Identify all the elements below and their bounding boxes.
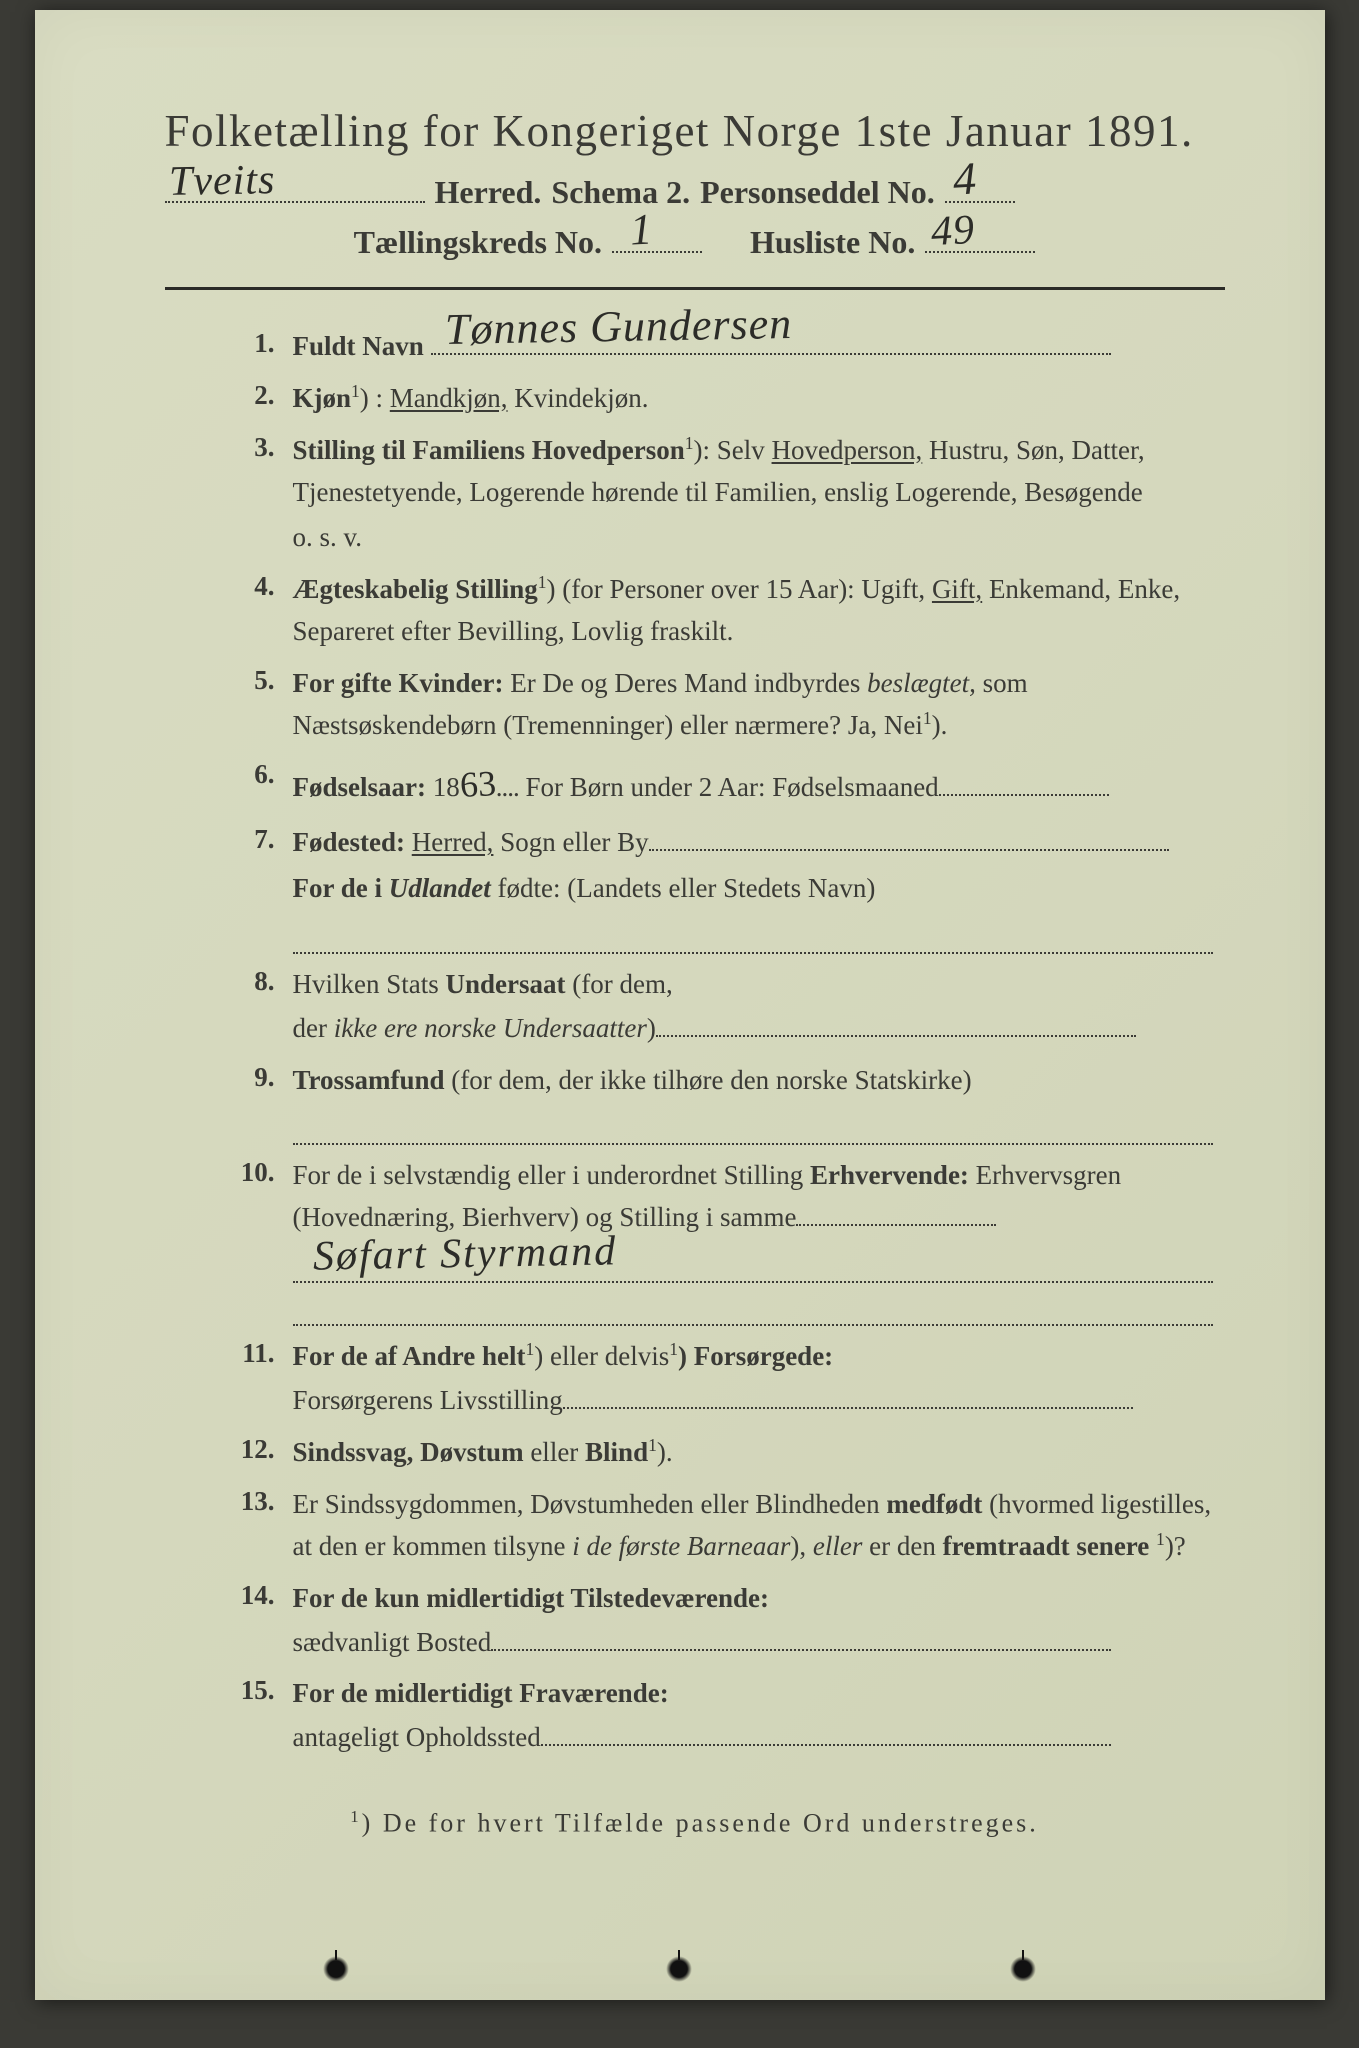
item-num: 5. [225, 663, 275, 696]
item-7: 7. Fødested: Herred, Sogn eller By For d… [225, 822, 1213, 953]
item-5: 5. For gifte Kvinder: Er De og Deres Man… [225, 663, 1213, 747]
item-num: 7. [225, 822, 275, 855]
personseddel-label: Personseddel No. [700, 174, 935, 211]
item-num: 3. [225, 430, 275, 463]
kreds-no: 1 [629, 203, 655, 255]
herred-label: Herred. [435, 174, 542, 211]
hole-icon [323, 1956, 349, 1982]
selected-mandkjon: Mandkjøn, [390, 383, 508, 413]
item-15: 15. For de midlertidigt Fraværende: anta… [225, 1673, 1213, 1759]
husliste-no: 49 [930, 206, 976, 256]
item-label: Trossamfund [293, 1065, 445, 1095]
item-13: 13. Er Sindssygdommen, Døvstumheden elle… [225, 1484, 1213, 1568]
item-9: 9. Trossamfund (for dem, der ikke tilhør… [225, 1060, 1213, 1146]
personseddel-no: 4 [951, 151, 978, 205]
header-line-2: Tveits Herred. Schema 2. Personseddel No… [165, 171, 1225, 211]
census-form-paper: Folketælling for Kongeriget Norge 1ste J… [35, 10, 1325, 2000]
item-num: 12. [225, 1432, 275, 1465]
item-label: Sindssvag, Døvstum [293, 1437, 524, 1467]
selected-hovedperson: Hovedperson, [772, 435, 923, 465]
form-items: 1. Fuldt Navn Tønnes Gundersen 2. Kjøn1)… [165, 326, 1225, 1759]
birth-year-hand: 63 [458, 756, 497, 814]
item-1: 1. Fuldt Navn Tønnes Gundersen [225, 326, 1213, 368]
osv: o. s. v. [293, 517, 1213, 559]
item-num: 10. [225, 1155, 275, 1188]
occupation-hand: Søfart Styrmand [312, 1219, 617, 1289]
header-line-3: Tællingskreds No. 1 Husliste No. 49 [165, 221, 1225, 261]
item-3: 3. Stilling til Familiens Hovedperson1):… [225, 430, 1213, 560]
item-num: 8. [225, 964, 275, 997]
binding-holes [35, 1956, 1325, 1982]
footnote: 1) De for hvert Tilfælde passende Ord un… [165, 1807, 1225, 1839]
schema-label: Schema 2. [551, 174, 690, 211]
item-num: 6. [225, 757, 275, 790]
item-8: 8. Hvilken Stats Undersaat (for dem, der… [225, 964, 1213, 1050]
husliste-label: Husliste No. [750, 224, 915, 261]
item-12: 12. Sindssvag, Døvstum eller Blind1). [225, 1432, 1213, 1474]
item-num: 15. [225, 1673, 275, 1706]
hole-icon [1010, 1956, 1036, 1982]
item-label: For gifte Kvinder: [293, 668, 504, 698]
item-label: Fødselsaar: [293, 772, 433, 802]
item-label: For de kun midlertidigt Tilstedeværende: [293, 1583, 770, 1613]
item-14: 14. For de kun midlertidigt Tilstedevære… [225, 1578, 1213, 1664]
item-6: 6. Fødselsaar: 1863.... For Børn under 2… [225, 757, 1213, 813]
hole-icon [666, 1956, 692, 1982]
herred-handwriting: Tveits [168, 156, 275, 206]
item-num: 1. [225, 326, 275, 359]
fuldt-navn-hand: Tønnes Gundersen [444, 290, 792, 364]
item-label: Fødested: [293, 827, 412, 857]
item-11: 11. For de af Andre helt1) eller delvis1… [225, 1336, 1213, 1422]
item-num: 9. [225, 1060, 275, 1093]
item-10: 10. For de i selvstændig eller i underor… [225, 1155, 1213, 1326]
item-label: Kjøn [293, 383, 352, 413]
item-2: 2. Kjøn1) : Mandkjøn, Kvindekjøn. [225, 378, 1213, 420]
kreds-label: Tællingskreds No. [354, 224, 602, 261]
item-label: Ægteskabelig Stilling [293, 574, 538, 604]
item-label: For de midlertidigt Fraværende: [293, 1678, 669, 1708]
item-num: 2. [225, 378, 275, 411]
item-label: Fuldt Navn [293, 331, 424, 361]
divider [165, 287, 1225, 290]
selected-herred: Herred, [412, 827, 494, 857]
item-num: 14. [225, 1578, 275, 1611]
item-num: 4. [225, 569, 275, 602]
selected-gift: Gift, [932, 574, 982, 604]
page-title: Folketælling for Kongeriget Norge 1ste J… [165, 105, 1225, 157]
item-num: 11. [225, 1336, 275, 1369]
item-label: Stilling til Familiens Hovedperson [293, 435, 685, 465]
item-num: 13. [225, 1484, 275, 1517]
item-4: 4. Ægteskabelig Stilling1) (for Personer… [225, 569, 1213, 653]
